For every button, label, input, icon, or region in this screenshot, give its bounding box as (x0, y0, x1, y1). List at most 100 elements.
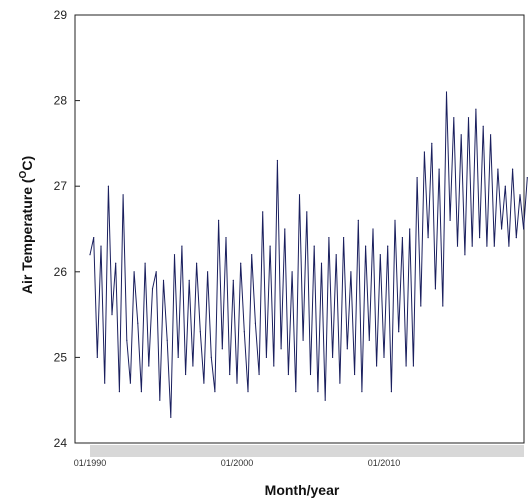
data-point (365, 245, 367, 247)
data-point (89, 254, 91, 256)
data-point (368, 339, 370, 341)
data-point (427, 237, 429, 239)
data-point (482, 125, 484, 127)
data-point (188, 279, 190, 281)
data-point (155, 271, 157, 273)
data-point (376, 365, 378, 367)
data-point (324, 399, 326, 401)
data-point (343, 237, 345, 239)
data-point (210, 356, 212, 358)
data-point (251, 254, 253, 256)
data-point (240, 262, 242, 264)
data-point (254, 322, 256, 324)
data-point (280, 348, 282, 350)
data-point (262, 211, 264, 213)
data-point (181, 245, 183, 247)
data-point (431, 142, 433, 144)
data-point (192, 365, 194, 367)
y-tick-label: 29 (54, 8, 68, 22)
data-point (126, 339, 128, 341)
y-tick-label: 28 (54, 94, 68, 108)
data-point (423, 151, 425, 153)
data-point (236, 382, 238, 384)
data-point (390, 391, 392, 393)
data-point (104, 382, 106, 384)
data-point (111, 314, 113, 316)
data-point (162, 279, 165, 281)
data-point (265, 356, 267, 358)
data-point (148, 365, 150, 367)
data-point (309, 373, 312, 376)
data-point (199, 331, 201, 333)
x-tick-label: 01/2000 (221, 458, 254, 468)
data-point (453, 117, 455, 119)
data-point (328, 237, 330, 239)
x-tick-label: 01/2010 (368, 458, 401, 468)
data-point (515, 237, 517, 239)
data-point (284, 228, 286, 230)
data-point (442, 305, 444, 307)
data-point (354, 373, 356, 376)
data-point (225, 237, 227, 239)
data-point (511, 168, 514, 170)
data-point (133, 271, 135, 273)
data-point (221, 348, 223, 350)
data-point (298, 194, 301, 196)
data-point (173, 254, 176, 256)
data-point (320, 262, 323, 264)
data-point (247, 391, 249, 393)
data-point (291, 271, 293, 273)
data-point (387, 245, 389, 247)
data-point (449, 219, 451, 221)
data-point (394, 219, 396, 221)
y-axis-title-superscript: O (18, 170, 29, 178)
series-layer (89, 91, 528, 418)
data-point (434, 288, 436, 290)
data-point (302, 339, 304, 341)
data-point (232, 279, 234, 281)
data-point (115, 262, 117, 264)
data-point (243, 331, 245, 333)
data-point (118, 391, 120, 393)
y-axis-title-prefix: Air Temperature ( (19, 178, 35, 294)
data-point (214, 391, 216, 393)
x-tick-label: 01/1990 (74, 458, 107, 468)
x-axis-band (90, 445, 524, 457)
data-point (273, 365, 275, 367)
data-point (229, 373, 231, 376)
data-point (159, 399, 161, 401)
data-point (170, 416, 172, 418)
data-point (185, 373, 187, 376)
x-axis: 01/1990 01/2000 01/2010 (74, 458, 401, 468)
series-line (89, 91, 528, 418)
data-point (467, 117, 470, 119)
data-point (464, 254, 466, 256)
data-point (332, 356, 334, 358)
data-point (137, 322, 139, 324)
data-point (409, 228, 411, 230)
data-point (460, 134, 462, 136)
data-point (398, 331, 400, 333)
data-point (445, 91, 448, 93)
data-point (346, 348, 348, 350)
data-point (405, 365, 407, 367)
data-point (335, 254, 337, 256)
y-tick-label: 27 (54, 179, 68, 193)
data-point (471, 245, 473, 247)
data-point (107, 185, 109, 187)
data-point (166, 339, 168, 341)
data-point (412, 365, 414, 367)
y-axis-title: Air Temperature (OC) (18, 156, 35, 294)
data-point (129, 382, 131, 384)
y-tick-label: 25 (54, 350, 68, 364)
data-point (486, 245, 488, 247)
data-point (501, 228, 503, 230)
data-point (401, 237, 403, 239)
data-point (287, 373, 289, 376)
data-point (258, 373, 260, 376)
data-point (122, 194, 124, 196)
data-point (438, 168, 440, 170)
data-point (479, 237, 481, 239)
